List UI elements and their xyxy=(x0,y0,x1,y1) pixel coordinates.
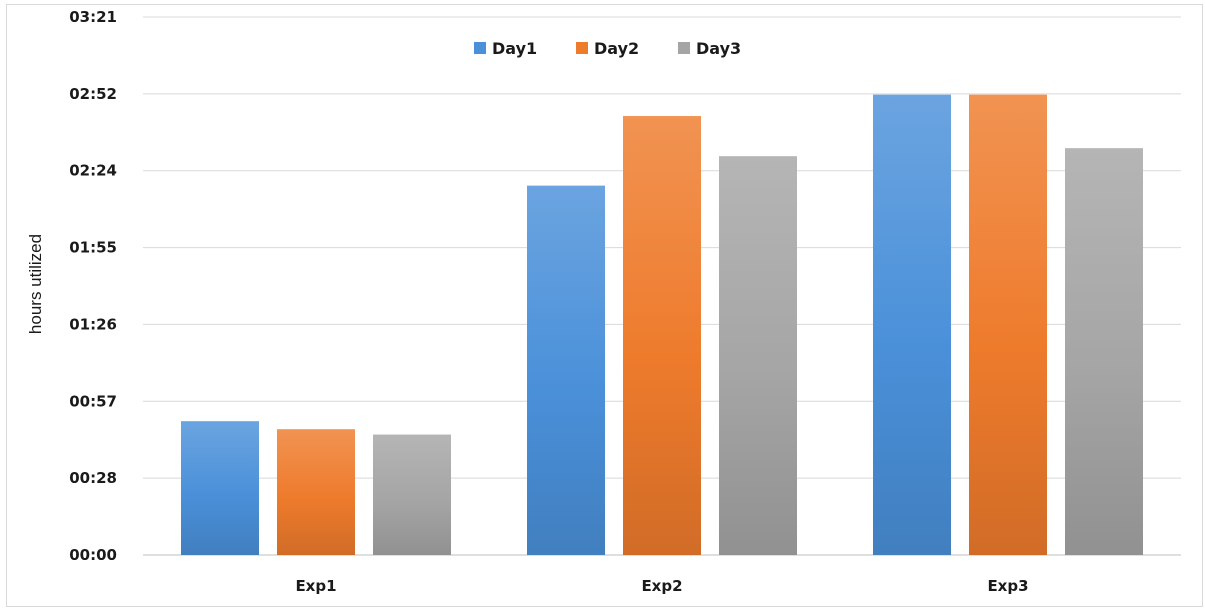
bar-day3-exp2 xyxy=(719,156,797,555)
y-tick-label: 02:24 xyxy=(69,162,117,180)
bar-day3-exp1 xyxy=(373,434,451,555)
legend: Day1 Day2 Day3 xyxy=(474,39,741,58)
bar-day1-exp1 xyxy=(181,421,259,555)
legend-label-day3: Day3 xyxy=(696,39,741,58)
y-tick-label: 00:00 xyxy=(69,546,117,564)
bars xyxy=(181,94,1143,556)
y-tick-label: 01:26 xyxy=(69,315,117,333)
y-tick-label: 01:55 xyxy=(69,239,117,257)
bar-day1-exp2 xyxy=(527,185,605,555)
legend-label-day2: Day2 xyxy=(594,39,639,58)
legend-label-day1: Day1 xyxy=(492,39,537,58)
x-category-label: Exp3 xyxy=(987,577,1028,595)
x-category-label: Exp2 xyxy=(641,577,682,595)
y-tick-label: 00:28 xyxy=(69,469,117,487)
y-tick-label: 00:57 xyxy=(69,392,117,410)
x-category-label: Exp1 xyxy=(295,577,336,595)
bar-day2-exp2 xyxy=(623,116,701,556)
y-tick-label: 02:52 xyxy=(69,85,117,103)
x-axis-categories: Exp1 Exp2 Exp3 xyxy=(295,577,1028,595)
bar-day3-exp3 xyxy=(1065,148,1143,555)
bar-day1-exp3 xyxy=(873,94,951,555)
bar-day2-exp1 xyxy=(277,429,355,555)
chart-border xyxy=(6,4,1203,607)
legend-swatch-day3 xyxy=(678,42,690,54)
y-tick-label: 03:21 xyxy=(69,8,117,26)
legend-swatch-day2 xyxy=(576,42,588,54)
y-axis-ticks: 00:00 00:28 00:57 01:26 01:55 02:24 02:52 03:21 xyxy=(69,8,117,564)
legend-swatch-day1 xyxy=(474,42,486,54)
bar-day2-exp3 xyxy=(969,94,1047,555)
y-axis-title: hours utilized xyxy=(26,234,45,334)
